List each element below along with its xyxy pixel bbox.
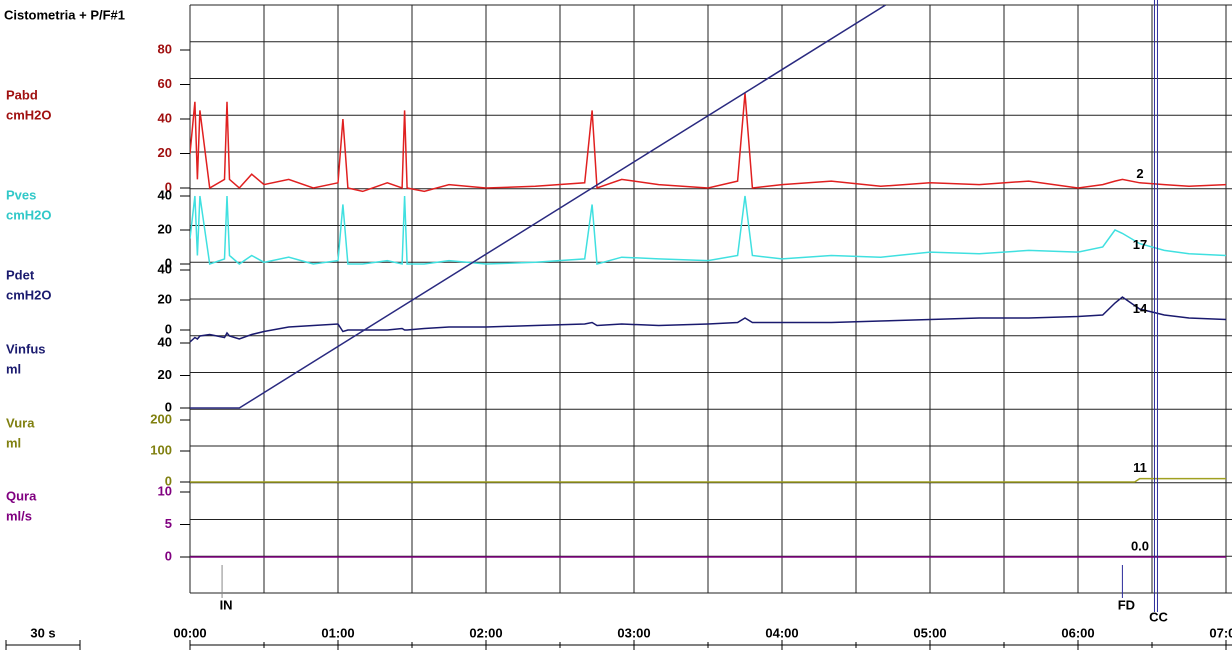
x-tick-label: 03:00: [617, 625, 650, 640]
channel-name: Pdet: [6, 267, 35, 282]
readout: 17: [1133, 237, 1147, 252]
readout: 0.0: [1131, 538, 1149, 553]
y-tick-label: 0: [165, 548, 172, 563]
y-tick-label: 0: [165, 179, 172, 194]
x-tick-label: 06:00: [1061, 625, 1094, 640]
channel-name: Pabd: [6, 87, 38, 102]
trace: [190, 93, 1227, 193]
y-tick-label: 80: [158, 41, 172, 56]
y-tick-label: 10: [158, 483, 172, 498]
y-tick-label: 20: [158, 221, 172, 236]
trace: [190, 195, 1227, 266]
trace: [190, 477, 1226, 483]
event-label: FD: [1118, 597, 1135, 612]
event-label: CC: [1149, 609, 1168, 624]
channel-unit: cmH2O: [6, 287, 52, 302]
y-tick-label: 40: [158, 110, 172, 125]
y-tick-label: 20: [158, 145, 172, 160]
y-tick-label: 40: [158, 187, 172, 202]
x-tick-label: 07:00: [1209, 625, 1232, 640]
channel-unit: ml/s: [6, 508, 32, 523]
channel-name: Vura: [6, 415, 35, 430]
y-tick-label: 20: [158, 367, 172, 382]
channel-name: Qura: [6, 488, 37, 503]
chart-title: Cistometria + P/F#1: [4, 7, 125, 22]
readout: 14: [1133, 301, 1148, 316]
channel-unit: ml: [6, 361, 21, 376]
y-tick-label: 40: [158, 334, 172, 349]
x-tick-label: 05:00: [913, 625, 946, 640]
y-tick-label: 60: [158, 76, 172, 91]
readout: 2: [1136, 166, 1143, 181]
scale-label: 30 s: [30, 625, 55, 640]
y-tick-label: 100: [150, 442, 172, 457]
y-tick-label: 0: [165, 399, 172, 414]
y-tick-label: 200: [150, 411, 172, 426]
channel-unit: cmH2O: [6, 107, 52, 122]
x-tick-label: 01:00: [321, 625, 354, 640]
y-tick-label: 0: [165, 473, 172, 488]
y-tick-label: 0: [165, 255, 172, 270]
channel-unit: cmH2O: [6, 207, 52, 222]
trace: [190, 296, 1227, 343]
x-tick-label: 00:00: [173, 625, 206, 640]
y-tick-label: 40: [158, 261, 172, 276]
channel-name: Pves: [6, 187, 36, 202]
channel-unit: ml: [6, 435, 21, 450]
x-tick-label: 02:00: [469, 625, 502, 640]
y-tick-label: 20: [158, 291, 172, 306]
event-label: IN: [220, 597, 233, 612]
trace: [190, 5, 886, 409]
x-tick-label: 04:00: [765, 625, 798, 640]
y-tick-label: 5: [165, 516, 172, 531]
y-tick-label: 0: [165, 321, 172, 336]
channel-name: Vinfus: [6, 341, 46, 356]
readout: 11: [1133, 460, 1147, 475]
